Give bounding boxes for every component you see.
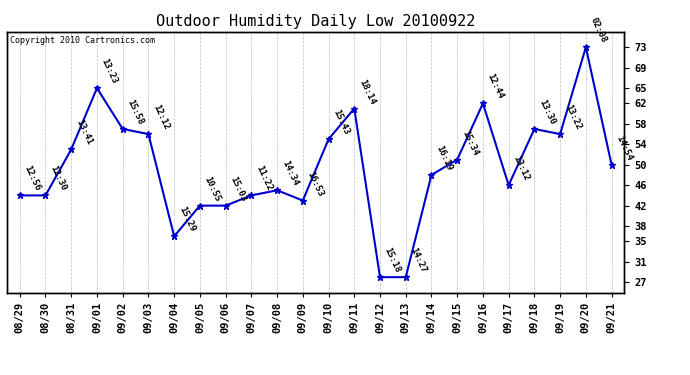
Text: 15:34: 15:34 — [460, 129, 480, 157]
Text: 15:43: 15:43 — [331, 108, 351, 136]
Text: 13:22: 13:22 — [563, 103, 582, 131]
Text: 14:34: 14:34 — [280, 159, 299, 188]
Text: 13:12: 13:12 — [511, 154, 531, 182]
Text: 16:53: 16:53 — [306, 170, 325, 198]
Text: 14:27: 14:27 — [408, 246, 428, 274]
Text: 12:30: 12:30 — [48, 165, 68, 193]
Title: Outdoor Humidity Daily Low 20100922: Outdoor Humidity Daily Low 20100922 — [156, 14, 475, 29]
Text: 15:18: 15:18 — [383, 246, 402, 274]
Text: 11:22: 11:22 — [254, 165, 274, 193]
Text: 13:30: 13:30 — [538, 98, 557, 126]
Text: 15:58: 15:58 — [126, 98, 145, 126]
Text: 16:19: 16:19 — [434, 144, 454, 172]
Text: 10:55: 10:55 — [203, 175, 222, 203]
Text: Copyright 2010 Cartronics.com: Copyright 2010 Cartronics.com — [10, 36, 155, 45]
Text: 14:54: 14:54 — [614, 134, 634, 162]
Text: 15:29: 15:29 — [177, 206, 197, 234]
Text: 13:41: 13:41 — [74, 118, 94, 147]
Text: 18:14: 18:14 — [357, 78, 377, 106]
Text: 12:56: 12:56 — [23, 165, 42, 193]
Text: 02:08: 02:08 — [589, 16, 608, 44]
Text: 12:12: 12:12 — [151, 103, 170, 131]
Text: 13:23: 13:23 — [100, 57, 119, 85]
Text: 15:03: 15:03 — [228, 175, 248, 203]
Text: 12:44: 12:44 — [486, 72, 505, 100]
